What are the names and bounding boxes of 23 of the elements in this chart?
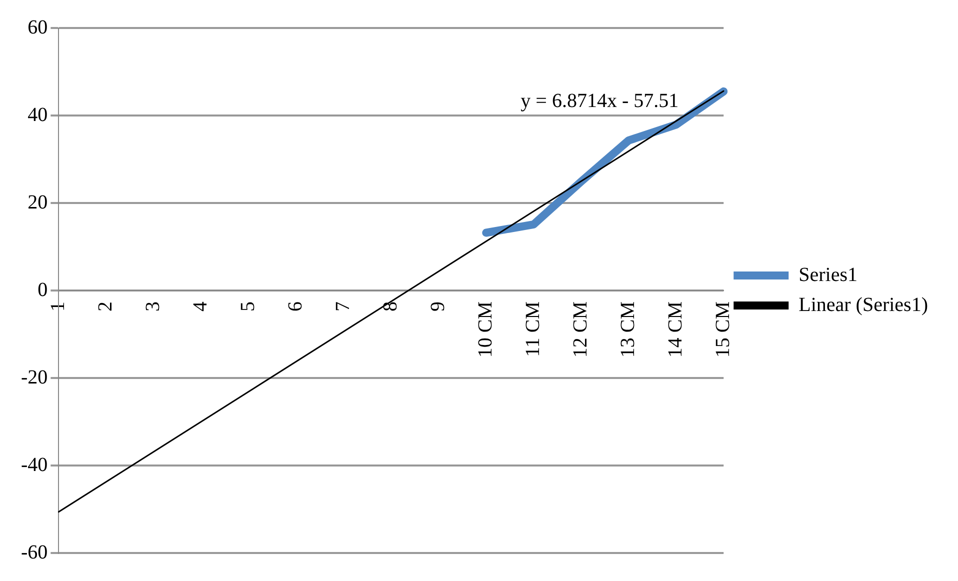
x-tick-label: 12 CM (569, 301, 592, 358)
y-tick-label: -20 (20, 366, 48, 388)
x-tick-label: 4 (189, 302, 212, 312)
y-tick-label: 60 (28, 16, 48, 38)
x-tick-label: 11 CM (522, 301, 544, 357)
x-tick-label: 9 (426, 302, 449, 312)
y-tick-label: 40 (28, 104, 48, 126)
x-tick-label: 7 (332, 302, 354, 312)
annotation: y = 6.8714x - 57.51 (520, 90, 679, 112)
x-tick-label: 13 CM (616, 301, 639, 358)
legend-label: Linear (Series1) (798, 294, 928, 316)
x-tick-label: 3 (142, 302, 164, 312)
y-tick-label: 0 (38, 278, 48, 301)
legend-label: Series1 (798, 264, 858, 286)
x-tick-label: 14 CM (664, 301, 686, 358)
x-tick-label: 15 CM (712, 301, 734, 358)
y-tick-label: -60 (20, 541, 48, 564)
x-tick-label: 10 CM (474, 301, 496, 358)
x-tick-label: 6 (284, 302, 306, 312)
x-tick-label: 5 (236, 302, 259, 312)
x-tick-label: 2 (94, 302, 116, 312)
y-tick-label: -40 (20, 454, 48, 476)
y-tick-label: 20 (28, 191, 48, 214)
